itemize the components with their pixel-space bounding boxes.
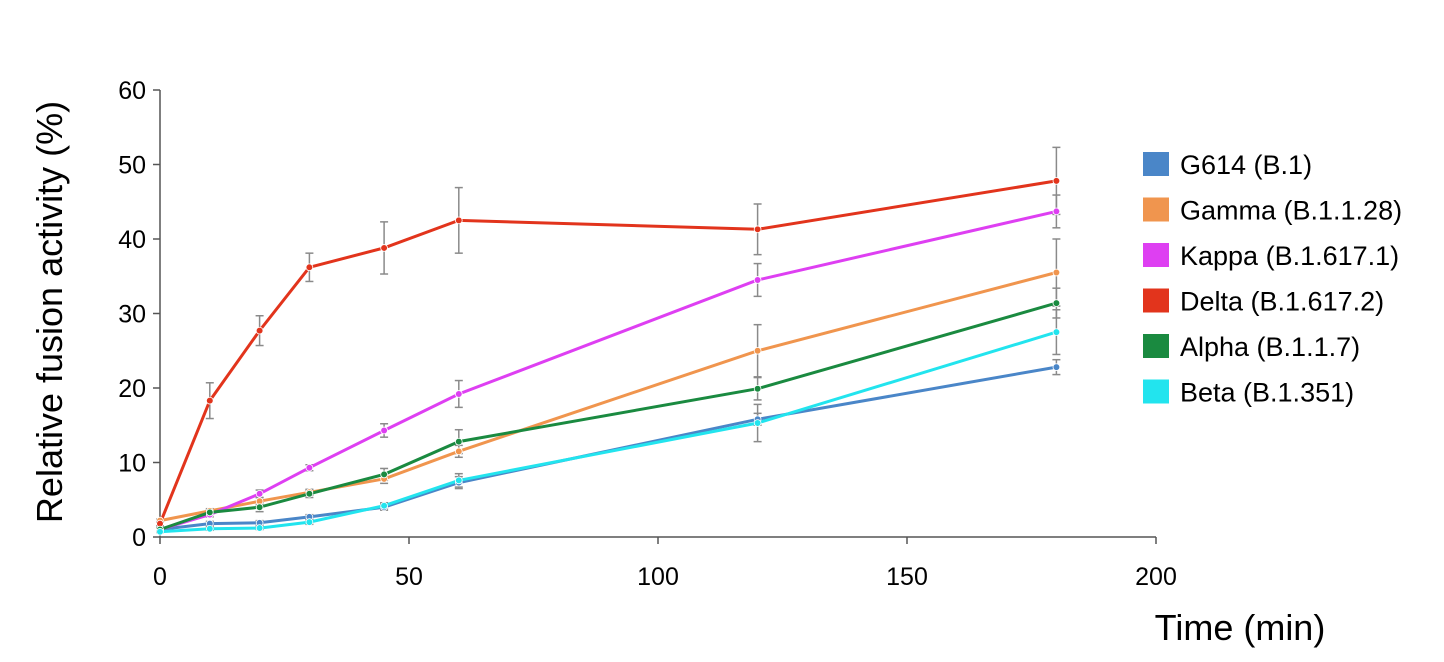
- data-point: [380, 426, 388, 435]
- data-point: [753, 419, 762, 427]
- series-line: [158, 179, 1057, 525]
- series-points: [156, 177, 1061, 536]
- data-point: [305, 518, 314, 526]
- legend-entry: Delta (B.1.617.2): [1143, 287, 1384, 317]
- data-point: [1052, 299, 1061, 307]
- y-axis-ticks: 0 10 20 30 40 50 60: [118, 77, 160, 552]
- legend-swatch: [1143, 334, 1169, 358]
- y-axis-title: Relative fusion activity (%): [29, 101, 70, 523]
- legend-label: G614 (B.1): [1180, 150, 1312, 180]
- data-point: [753, 276, 762, 284]
- x-tick-label: 150: [886, 563, 928, 591]
- y-tick-label: 50: [118, 152, 146, 180]
- y-tick-label: 20: [118, 375, 146, 403]
- legend-label: Beta (B.1.351): [1180, 378, 1354, 408]
- data-point: [1052, 328, 1061, 336]
- legend-label: Delta (B.1.617.2): [1180, 287, 1384, 317]
- data-point: [1052, 207, 1061, 216]
- legend-entry: Alpha (B.1.1.7): [1143, 332, 1360, 362]
- data-point: [753, 225, 762, 234]
- legend-entry: Gamma (B.1.1.28): [1143, 196, 1402, 226]
- series-line: [159, 365, 1057, 531]
- data-point: [1052, 363, 1061, 371]
- legend-swatch: [1143, 197, 1169, 222]
- data-point: [206, 508, 214, 517]
- legend-swatch: [1143, 379, 1169, 404]
- data-point: [454, 447, 463, 456]
- legend-swatch: [1143, 288, 1169, 313]
- data-point: [255, 524, 264, 532]
- data-point: [255, 503, 264, 512]
- x-axis-title: Time (min): [1155, 607, 1326, 648]
- legend-entry: G614 (B.1): [1143, 150, 1312, 180]
- legend-entry: Beta (B.1.351): [1143, 378, 1354, 408]
- data-point: [454, 216, 463, 225]
- data-point: [255, 489, 264, 498]
- series-line: [159, 330, 1057, 534]
- legend-label: Gamma (B.1.1.28): [1180, 196, 1402, 226]
- series-lines: [158, 179, 1057, 534]
- y-tick-label: 10: [118, 450, 146, 478]
- x-axis-ticks: 0 50 100 150 200: [153, 537, 1177, 591]
- data-point: [454, 476, 463, 485]
- series-line: [159, 209, 1057, 531]
- data-point: [305, 463, 314, 472]
- data-point: [753, 384, 762, 393]
- legend-label: Alpha (B.1.1.7): [1180, 332, 1360, 362]
- data-point: [1052, 177, 1061, 185]
- y-tick-label: 0: [132, 524, 146, 552]
- legend-entry: Kappa (B.1.617.1): [1143, 241, 1399, 271]
- data-point: [305, 263, 314, 272]
- legend-swatch: [1143, 243, 1169, 267]
- series-line: [159, 301, 1057, 531]
- data-point: [305, 489, 314, 498]
- data-point: [156, 527, 164, 536]
- data-point: [380, 244, 388, 252]
- legend-label: Kappa (B.1.617.1): [1180, 241, 1399, 271]
- data-point: [380, 470, 388, 479]
- x-tick-label: 0: [153, 563, 167, 591]
- y-tick-label: 30: [118, 301, 146, 329]
- legend-swatch: [1143, 152, 1169, 176]
- data-point: [454, 437, 463, 446]
- y-tick-label: 60: [118, 77, 146, 105]
- x-tick-label: 100: [637, 563, 679, 591]
- x-tick-label: 50: [395, 563, 423, 591]
- series-line: [159, 271, 1057, 523]
- legend: G614 (B.1) Gamma (B.1.1.28) Kappa (B.1.617…: [1143, 150, 1402, 408]
- data-point: [206, 525, 214, 533]
- data-point: [1052, 268, 1061, 277]
- y-tick-label: 40: [118, 226, 146, 254]
- data-point: [380, 501, 388, 510]
- data-point: [255, 326, 264, 335]
- data-point: [454, 390, 463, 398]
- data-point: [753, 346, 762, 355]
- data-point: [206, 396, 214, 405]
- x-tick-label: 200: [1135, 563, 1177, 591]
